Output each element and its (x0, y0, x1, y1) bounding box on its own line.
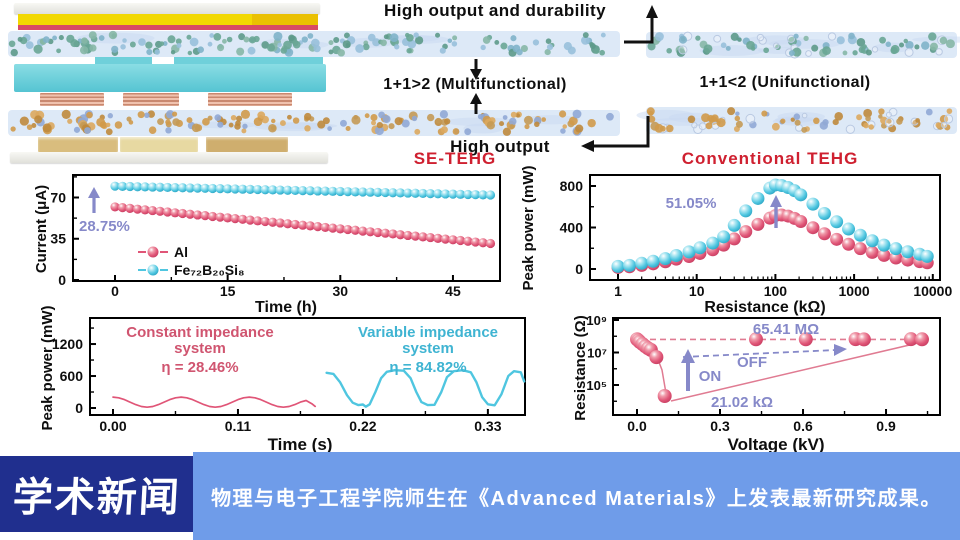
svg-text:70: 70 (50, 189, 66, 205)
conventional-orange-strip (636, 107, 957, 134)
svg-text:0.3: 0.3 (710, 418, 730, 434)
label-high-output-durability: High output and durability (384, 1, 606, 20)
conventional-green-strip (646, 31, 960, 59)
svg-text:Resistance (Ω): Resistance (Ω) (572, 315, 589, 420)
svg-text:system: system (402, 340, 454, 357)
svg-text:Peak power (mW): Peak power (mW) (520, 165, 537, 290)
svg-text:21.02 kΩ: 21.02 kΩ (711, 394, 773, 411)
svg-text:0.11: 0.11 (225, 418, 252, 434)
svg-text:Constant impedance: Constant impedance (126, 324, 274, 341)
news-badge-text: 学术新闻 (11, 476, 182, 520)
svg-text:0: 0 (58, 272, 66, 288)
device-tan-block-3 (206, 137, 288, 152)
header-conventional-tehg: Conventional TEHG (681, 149, 859, 168)
svg-text:10⁵: 10⁵ (586, 378, 607, 393)
svg-text:51.05%: 51.05% (666, 195, 717, 212)
svg-text:28.75%: 28.75% (79, 218, 130, 235)
svg-text:Peak power (mW): Peak power (mW) (39, 305, 56, 430)
svg-text:system: system (174, 340, 226, 357)
svg-text:400: 400 (560, 220, 584, 236)
label-high-output: High output (450, 137, 550, 156)
device-tan-block-1 (38, 137, 118, 152)
svg-text:10000: 10000 (913, 283, 952, 299)
device-teal-electrode (14, 64, 326, 92)
svg-text:Fe₇₂B₂₀Si₈: Fe₇₂B₂₀Si₈ (174, 262, 245, 278)
svg-text:Time (s): Time (s) (268, 435, 333, 452)
device-yellow-layer (18, 14, 318, 25)
svg-text:Resistance (kΩ): Resistance (kΩ) (704, 299, 825, 316)
news-badge: 学术新闻 (0, 456, 193, 532)
svg-text:15: 15 (220, 283, 236, 299)
svg-text:45: 45 (445, 283, 461, 299)
chart-impedance-matching: 0 600 1200 0.00 0.11 0.22 0.33 Time (s) Peak pow… (39, 305, 526, 452)
svg-text:100: 100 (764, 283, 788, 299)
svg-text:10: 10 (689, 283, 705, 299)
svg-text:1: 1 (614, 283, 622, 299)
svg-text:600: 600 (60, 368, 84, 384)
svg-text:0: 0 (111, 283, 119, 299)
label-unifunctional: 1+1<2 (Unifunctional) (699, 74, 871, 91)
svg-text:1000: 1000 (839, 283, 870, 299)
svg-text:Time (h): Time (h) (255, 299, 317, 316)
svg-text:1200: 1200 (52, 336, 83, 352)
svg-text:η = 84.82%: η = 84.82% (389, 359, 466, 376)
header-se-tehg: SE-TEHG (413, 149, 497, 168)
svg-text:65.41 MΩ: 65.41 MΩ (753, 321, 819, 338)
svg-text:35: 35 (50, 231, 66, 247)
device-crimson-layer (18, 25, 318, 30)
svg-text:10⁹: 10⁹ (586, 313, 607, 328)
device-tan-block-2 (120, 137, 198, 152)
svg-text:0.0: 0.0 (627, 418, 647, 434)
svg-text:Current (μA): Current (μA) (33, 185, 50, 273)
svg-text:Voltage (kV): Voltage (kV) (728, 435, 825, 452)
svg-text:800: 800 (560, 178, 584, 194)
svg-text:0: 0 (575, 261, 583, 277)
device-coil-3 (208, 93, 292, 106)
device-top-plate (14, 3, 320, 14)
svg-text:0.6: 0.6 (793, 418, 813, 434)
svg-text:30: 30 (333, 283, 349, 299)
device-coil-2 (123, 93, 179, 106)
svg-text:10⁷: 10⁷ (587, 346, 607, 361)
svg-text:0.22: 0.22 (349, 418, 376, 434)
news-banner: 物理与电子工程学院师生在《Advanced Materials》上发表最新研究成… (193, 452, 960, 540)
news-banner-text: 物理与电子工程学院师生在《Advanced Materials》上发表最新研究成… (211, 487, 942, 510)
device-schematic (0, 0, 340, 168)
chart-current-stability: 0 35 70 0 15 30 45 Time (h) Current (μA) 28.75% Al… (33, 174, 501, 316)
svg-text:0.33: 0.33 (474, 418, 501, 434)
label-multifunctional: 1+1>2 (Multifunctional) (383, 76, 567, 93)
svg-text:ON: ON (699, 368, 722, 385)
svg-text:OFF: OFF (737, 354, 767, 371)
device-bottom-plate (10, 152, 328, 163)
chart-peak-power-resistance: 0 400 800 1 10 100 1000 10000 Resistance (kΩ) Pea… (520, 165, 952, 316)
chart-switch-resistance: 10⁵ 10⁷ 10⁹ 0.0 0.3 0.6 0.9 Voltage (kV) Resista… (572, 313, 941, 452)
svg-text:0: 0 (75, 400, 83, 416)
svg-text:0.00: 0.00 (99, 418, 126, 434)
svg-text:Variable impedance: Variable impedance (358, 324, 498, 341)
svg-text:0.9: 0.9 (876, 418, 896, 434)
svg-text:η = 28.46%: η = 28.46% (161, 359, 238, 376)
svg-text:Al: Al (174, 244, 188, 260)
device-coil-1 (40, 93, 104, 106)
